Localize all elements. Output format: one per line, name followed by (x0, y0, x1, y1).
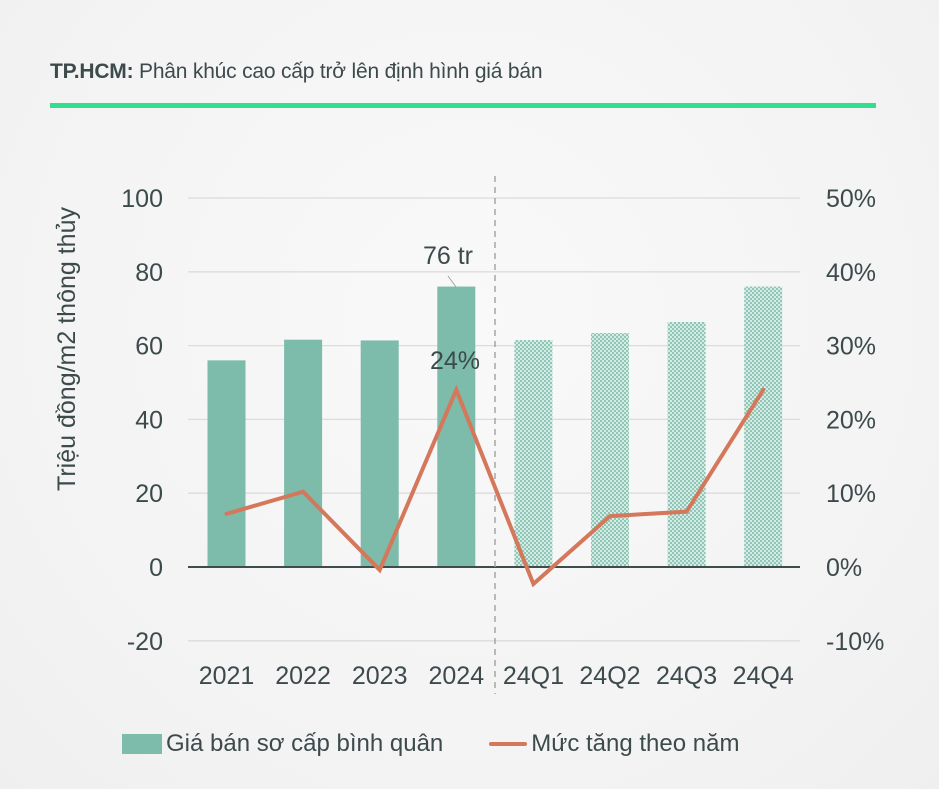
legend: Giá bán sơ cấp bình quân Mức tăng theo n… (122, 728, 739, 760)
bar-series (207, 286, 783, 567)
legend-label-growth: Mức tăng theo năm (531, 730, 740, 757)
right-tick-label: 10% (826, 480, 876, 508)
x-tick-label: 2023 (352, 662, 408, 690)
bar-swatch-icon (122, 734, 162, 754)
bar-2022 (284, 339, 323, 567)
x-tick-label: 24Q2 (579, 662, 640, 690)
annotation-2024-growth: 24% (430, 347, 480, 375)
line-series (224, 384, 766, 588)
x-tick-label: 2024 (428, 662, 484, 690)
x-axis-ticks: 2021 2022 2023 2024 24Q1 24Q2 24Q3 24Q4 (199, 662, 794, 690)
x-tick-label: 24Q4 (733, 662, 794, 690)
bar-24Q2 (591, 333, 629, 567)
gridlines (188, 197, 800, 642)
right-tick-label: 20% (826, 406, 876, 434)
bar-2023 (360, 340, 399, 567)
x-tick-label: 24Q3 (656, 662, 717, 690)
left-axis-ticks: 100 80 60 40 20 0 -20 (121, 185, 163, 656)
x-tick-label: 2022 (275, 662, 331, 690)
x-tick-label: 2021 (199, 662, 255, 690)
bar-2021 (207, 360, 246, 567)
chart-title: TP.HCM: Phân khúc cao cấp trở lên định h… (50, 60, 543, 84)
right-tick-label: -10% (826, 628, 884, 656)
left-tick-label: 100 (121, 185, 163, 213)
right-tick-label: 50% (826, 185, 876, 213)
chart-title-region: TP.HCM: (50, 60, 134, 83)
title-divider (50, 103, 876, 108)
right-tick-label: 0% (826, 554, 862, 582)
left-tick-label: 0 (149, 554, 163, 582)
legend-item-growth: Mức tăng theo năm (489, 730, 739, 758)
left-tick-label: 80 (135, 259, 163, 287)
bar-24Q3 (667, 321, 706, 567)
left-tick-label: 60 (135, 333, 163, 361)
line-swatch-icon (489, 742, 528, 746)
left-tick-label: 20 (135, 480, 163, 508)
right-axis-ticks: 50% 40% 30% 20% 10% 0% -10% (826, 185, 884, 656)
chart-title-text: Phân khúc cao cấp trở lên định hình giá … (133, 60, 543, 83)
bar-24Q4 (744, 286, 783, 567)
legend-label-price: Giá bán sơ cấp bình quân (166, 730, 444, 757)
left-axis-title: Triệu đồng/m2 thông thủy (53, 207, 81, 491)
x-tick-label: 24Q1 (503, 662, 564, 690)
annotation-leader-line (447, 275, 457, 288)
legend-item-price: Giá bán sơ cấp bình quân (122, 730, 443, 758)
left-tick-label: 40 (135, 406, 163, 434)
annotation-2024-price: 76 tr (423, 242, 473, 270)
right-tick-label: 30% (826, 333, 876, 361)
bar-24Q1 (514, 340, 553, 567)
right-tick-label: 40% (826, 259, 876, 287)
left-tick-label: -20 (127, 628, 163, 656)
